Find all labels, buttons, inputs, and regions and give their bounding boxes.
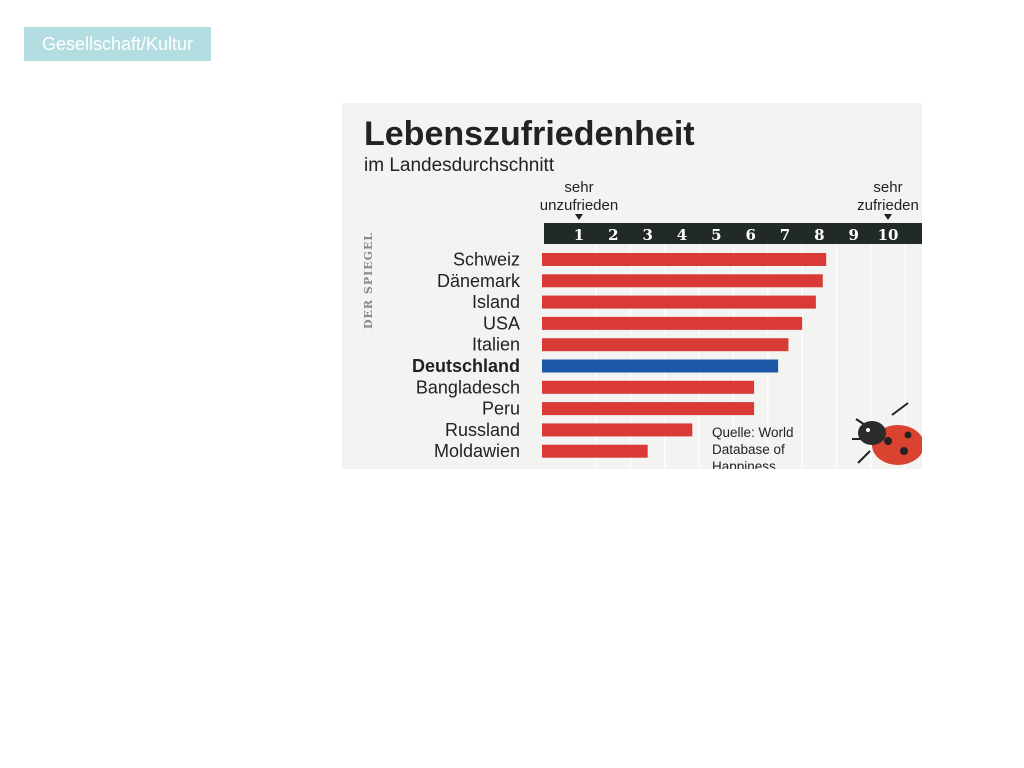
- bar: [542, 444, 648, 458]
- source-note: Quelle: World: [712, 425, 794, 440]
- axis-high-label: sehr: [873, 179, 902, 196]
- bar: [542, 274, 823, 288]
- scale-tick-label: 3: [642, 226, 652, 244]
- category-label: Italien: [472, 335, 520, 355]
- source-note: Database of: [712, 442, 785, 457]
- scale-tick-label: 7: [780, 226, 790, 244]
- scale-band: [544, 223, 922, 244]
- chart-clipping: Lebenszufriedenheit im Landesdurchschnit…: [342, 103, 922, 469]
- category-label: Deutschland: [412, 356, 520, 376]
- watermark-text: DER SPIEGEL: [362, 232, 375, 329]
- scale-tick-label: 2: [608, 226, 618, 244]
- category-label: Dänemark: [437, 271, 521, 291]
- scale-tick-label: 9: [848, 226, 858, 244]
- scale-tick-label: 4: [677, 226, 687, 244]
- category-tag: Gesellschaft/Kultur: [24, 27, 211, 61]
- source-note: Happiness: [712, 459, 776, 469]
- category-label: Peru: [482, 399, 520, 419]
- axis-low-label: sehr: [564, 179, 593, 196]
- category-label: Island: [472, 292, 520, 312]
- bar: [542, 316, 803, 330]
- scale-tick-label: 6: [745, 226, 755, 244]
- chart-subtitle: im Landesdurchschnitt: [364, 155, 555, 176]
- scale-tick-label: 5: [711, 226, 721, 244]
- scale-tick-label: 1: [574, 226, 584, 244]
- ladybug-icon: [852, 402, 922, 465]
- category-label: Moldawien: [434, 441, 520, 461]
- category-label: USA: [483, 313, 520, 333]
- bar: [542, 380, 755, 394]
- life-satisfaction-chart: Lebenszufriedenheit im Landesdurchschnit…: [362, 115, 922, 469]
- bar: [542, 359, 779, 373]
- bar: [542, 423, 693, 437]
- scale-tick-label: 10: [878, 226, 899, 244]
- bar: [542, 338, 789, 352]
- down-arrow-icon: [575, 214, 583, 220]
- bar: [542, 295, 816, 309]
- bar: [542, 402, 755, 416]
- bar: [542, 253, 827, 266]
- axis-low-label: unzufrieden: [540, 197, 618, 214]
- chart-title: Lebenszufriedenheit: [364, 115, 695, 153]
- axis-high-label: zufrieden: [857, 197, 919, 214]
- down-arrow-icon: [884, 214, 892, 220]
- scale-tick-label: 8: [814, 226, 824, 244]
- category-label: Schweiz: [453, 250, 520, 270]
- category-label: Russland: [445, 420, 520, 440]
- category-label: Bangladesch: [416, 377, 520, 397]
